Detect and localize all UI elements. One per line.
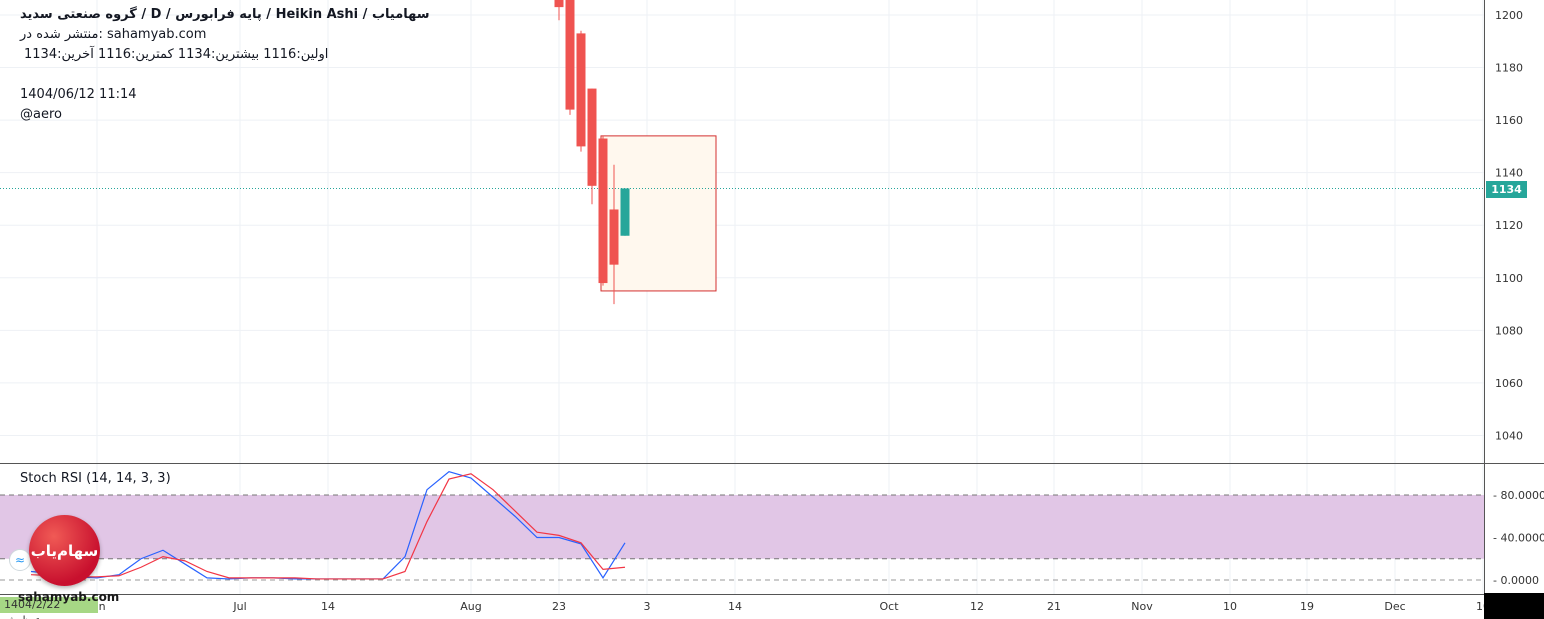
x-tick-label: 10 xyxy=(1223,600,1237,613)
osc-tick-label: - 0.0000 xyxy=(1493,574,1539,587)
candle-body xyxy=(587,88,597,186)
candle-body xyxy=(565,0,575,110)
osc-tick-label: - 40.0000 xyxy=(1493,532,1544,545)
x-tick-label: Jul xyxy=(232,600,246,613)
stoch-band xyxy=(0,495,1484,559)
ohlc-readout: اولین:1116 بیشترین:1134 کمترین:1116 آخری… xyxy=(24,47,329,62)
highlight-rectangle xyxy=(600,135,717,292)
snapshot-date: 1404/06/12 11:14 xyxy=(20,87,137,102)
date-stamp: 1404/2/22 ع.ظ.ش xyxy=(0,597,98,619)
author-handle[interactable]: @aero xyxy=(20,107,62,122)
y-tick-label: 1060 xyxy=(1495,377,1523,390)
last-price-tag: 1134 xyxy=(1486,181,1527,198)
stoch-d-line xyxy=(30,473,626,580)
y-tick-label: 1040 xyxy=(1495,429,1523,442)
candle-body xyxy=(598,138,608,284)
chart-title: گروه صنعتی سدید / D / پایه فرابورس / Hei… xyxy=(20,7,430,22)
x-tick-label: 14 xyxy=(728,600,742,613)
indicator-label[interactable]: Stoch RSI (14, 14, 3, 3) xyxy=(20,471,171,486)
corner-black-box xyxy=(1484,593,1544,619)
x-tick-label: Oct xyxy=(879,600,899,613)
y-tick-label: 1140 xyxy=(1495,167,1523,180)
x-tick-label: 12 xyxy=(970,600,984,613)
x-tick-label: 14 xyxy=(321,600,335,613)
x-tick-label: Aug xyxy=(460,600,481,613)
candle-body xyxy=(609,209,619,265)
watermark: sahamyab.com xyxy=(18,590,120,604)
logo-text: سهام‌یاب xyxy=(30,541,99,560)
osc-tick-label: - 80.0000 xyxy=(1493,489,1544,502)
y-tick-label: 1200 xyxy=(1495,9,1523,22)
candle-body xyxy=(620,188,630,236)
x-tick-label: Dec xyxy=(1384,600,1405,613)
y-tick-label: 1120 xyxy=(1495,219,1523,232)
x-tick-label: 21 xyxy=(1047,600,1061,613)
candle-body xyxy=(576,33,586,147)
candle-body xyxy=(554,0,564,8)
sahamyab-logo: سهام‌یاب xyxy=(29,515,100,586)
y-tick-label: 1100 xyxy=(1495,272,1523,285)
logo-mini-icon: ≈ xyxy=(9,549,31,571)
x-tick-label: 3 xyxy=(644,600,651,613)
x-tick-label: Nov xyxy=(1131,600,1153,613)
published-on: منتشر شده در: sahamyab.com xyxy=(20,27,207,42)
x-tick-label: 19 xyxy=(1300,600,1314,613)
y-tick-label: 1180 xyxy=(1495,62,1523,75)
y-tick-label: 1160 xyxy=(1495,114,1523,127)
x-tick-label: 23 xyxy=(552,600,566,613)
y-tick-label: 1080 xyxy=(1495,324,1523,337)
